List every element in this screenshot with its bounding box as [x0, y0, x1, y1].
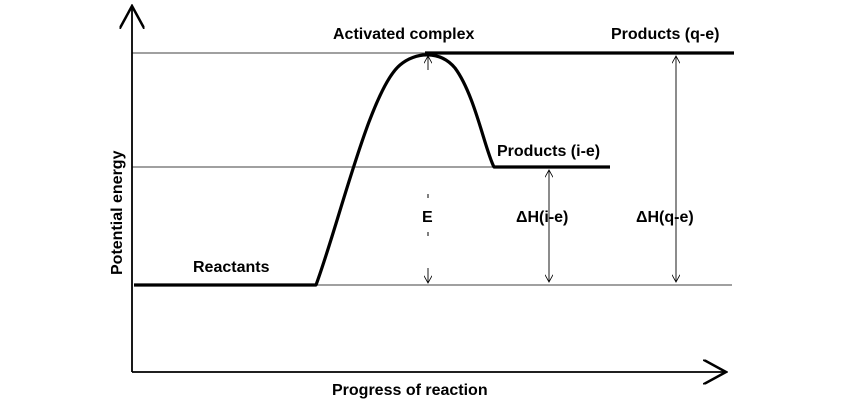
delta-h-qe-label: ΔH(q-e)	[636, 209, 694, 226]
reactants-label: Reactants	[193, 259, 270, 276]
delta-h-ie-label: ΔH(i-e)	[516, 209, 568, 226]
y-axis-label: Potential energy	[109, 150, 126, 275]
x-axis-label: Progress of reaction	[332, 382, 488, 399]
reaction-curve	[134, 53, 610, 287]
products-ie-label: Products (i-e)	[497, 143, 600, 160]
activation-energy-label: E	[422, 209, 433, 226]
products-qe-label: Products (q-e)	[611, 26, 719, 43]
activated-complex-label: Activated complex	[333, 26, 474, 43]
